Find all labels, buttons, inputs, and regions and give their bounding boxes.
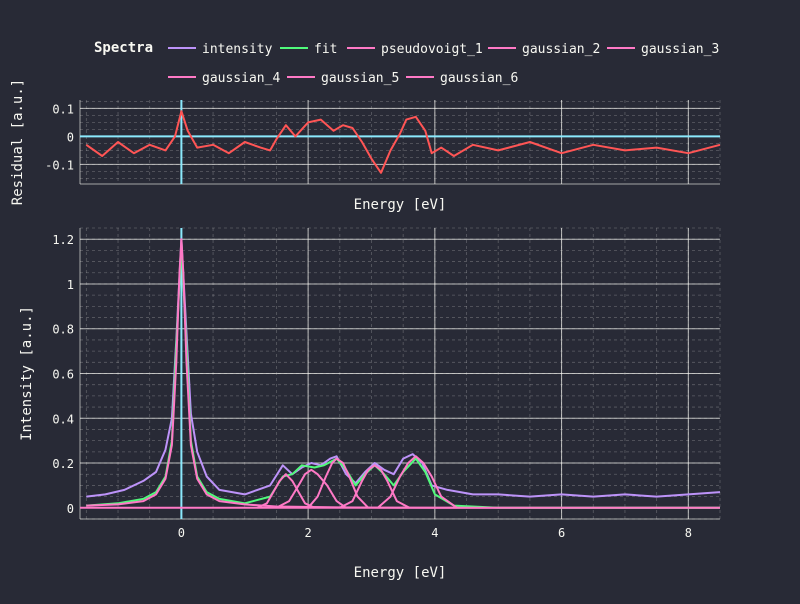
legend-label-pseudovoigt_1: pseudovoigt_1 — [381, 42, 483, 57]
x-tick-label: 4 — [431, 526, 438, 540]
legend-label-gaussian_3: gaussian_3 — [641, 42, 719, 57]
y-tick-label: 0 — [67, 502, 74, 516]
series-line-gaussian_5 — [339, 464, 410, 509]
y-axis-label: Intensity [a.u.] — [19, 306, 35, 441]
series-line-gaussian_6 — [377, 455, 458, 509]
legend-title: Spectra — [94, 40, 153, 56]
legend-label-fit: fit — [314, 42, 337, 57]
intensity-panel: 0 0.2 0.4 0.6 0.8 1 1.2 0 2 4 6 8 Energy [eV] Intensi… — [19, 227, 721, 581]
legend-label-gaussian_4: gaussian_4 — [202, 71, 280, 86]
legend-label-intensity: intensity — [202, 42, 273, 57]
series-line-gaussian_3 — [275, 468, 347, 509]
x-tick-label: 6 — [558, 526, 565, 540]
y-axis-label: Residual [a.u.] — [10, 79, 26, 205]
legend: Spectra intensity fit pseudovoigt_1 gaussian… — [94, 40, 719, 86]
y-tick-label: 0.6 — [52, 368, 74, 382]
y-tick-label: -0.1 — [45, 158, 74, 172]
y-tick-label: 0.1 — [52, 102, 74, 116]
series-line-gaussian_4 — [307, 457, 370, 509]
x-axis-label: Energy [eV] — [354, 565, 447, 581]
x-tick-label: 8 — [685, 526, 692, 540]
y-tick-label: 0.8 — [52, 323, 74, 337]
y-tick-label: 1 — [67, 278, 74, 292]
legend-label-gaussian_6: gaussian_6 — [440, 71, 518, 86]
series-line-gaussian_2 — [256, 473, 315, 509]
residual-panel: 0.1 0 -0.1 Energy [eV] Residual [a.u.] — [10, 79, 721, 213]
x-tick-label: 0 — [178, 526, 185, 540]
y-tick-label: 0.4 — [52, 412, 74, 426]
y-tick-label: 0 — [67, 130, 74, 144]
x-axis-label: Energy [eV] — [354, 197, 447, 213]
series-line-series-0 — [85, 110, 721, 174]
series-line-pseudovoigt_1 — [86, 238, 720, 509]
y-tick-label: 0.2 — [52, 457, 74, 471]
legend-label-gaussian_2: gaussian_2 — [522, 42, 600, 57]
x-tick-label: 2 — [305, 526, 312, 540]
y-tick-label: 1.2 — [52, 233, 74, 247]
legend-label-gaussian_5: gaussian_5 — [321, 71, 399, 86]
